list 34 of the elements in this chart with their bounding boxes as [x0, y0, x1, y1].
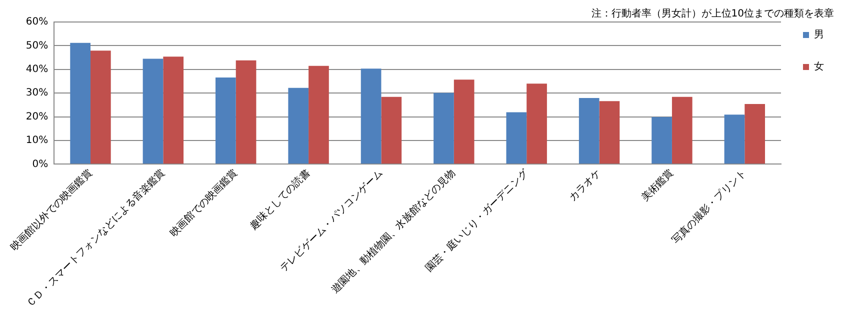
text: 注：行動者率（男女計）が上位10位までの種類を表章	[591, 8, 834, 20]
bar	[381, 96, 402, 164]
legend-label: 女	[814, 60, 824, 73]
bar	[288, 88, 309, 164]
y-tick-label: 30%	[26, 88, 48, 99]
bar	[434, 92, 454, 164]
y-tick-label: 60%	[26, 16, 48, 28]
bar	[526, 84, 547, 164]
bar	[216, 77, 236, 164]
x-tick-label: 趣味としての読書	[247, 166, 313, 232]
x-tick-label: 美術鑑賞	[639, 166, 676, 204]
y-tick-label: 40%	[26, 64, 48, 75]
x-tick-label: カラオケ	[567, 168, 604, 204]
y-tick-label: 10%	[26, 135, 48, 146]
legend-label: 男	[814, 30, 824, 41]
bar	[744, 104, 766, 164]
bar	[724, 114, 745, 164]
bar	[454, 80, 474, 164]
x-tick-label: 映画館での映画鑑賞	[168, 166, 240, 239]
y-tick-label: 50%	[26, 40, 48, 52]
bar	[142, 58, 164, 164]
bar	[652, 117, 672, 164]
bar	[308, 66, 329, 164]
bar	[599, 101, 620, 164]
y-tick-label: 0%	[32, 158, 48, 170]
y-tick-label: 20%	[26, 111, 48, 122]
bar	[578, 98, 600, 164]
bar	[70, 42, 90, 164]
bar	[506, 112, 527, 164]
bar	[672, 96, 692, 164]
bar	[163, 56, 184, 164]
bar	[90, 50, 111, 164]
bar	[360, 68, 382, 164]
bar	[236, 60, 256, 164]
